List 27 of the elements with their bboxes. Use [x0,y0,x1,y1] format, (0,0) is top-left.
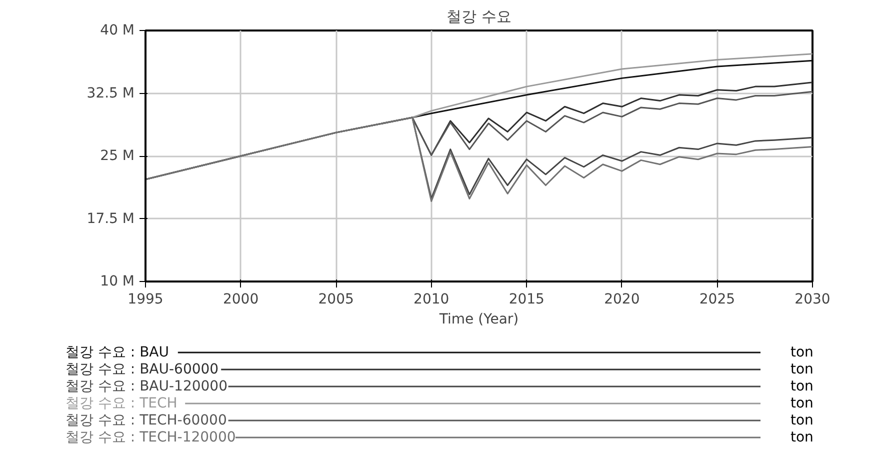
text: ton [790,412,814,428]
text: 철강 수요 : TECH-120000 [66,430,236,446]
text: ton [790,396,814,412]
text: ton [790,362,814,378]
x-tick-label: 2010 [414,292,450,308]
y-tick-label: 17.5 M [86,210,134,227]
x-tick-label: 2025 [699,292,736,308]
text: 철강 수요 : TECH-60000 [66,412,227,428]
y-tick-label: 25 M [100,148,134,164]
text: 철강 수요 : BAU [66,344,169,360]
x-tick-label: 1995 [128,292,164,308]
text: 철강 수요 : BAU-120000 [66,378,228,394]
x-tick-label: 2015 [508,292,544,308]
x-tick-label: 2000 [222,292,259,308]
text: ton [790,344,814,360]
text: ton [790,430,814,446]
x-axis-title: Time (Year) [438,312,519,328]
text: 철강 수요 : BAU-60000 [66,362,219,378]
y-tick-label: 40 M [100,22,134,38]
y-tick-label: 10 M [100,274,134,290]
chart-title: 철강 수요 [446,8,512,26]
x-tick-label: 2020 [604,292,640,308]
x-tick-label: 2030 [794,292,830,308]
x-tick-label: 2005 [318,292,354,308]
text: ton [790,378,814,394]
y-tick-label: 32.5 M [86,85,134,102]
text: 철강 수요 : TECH [66,396,178,412]
